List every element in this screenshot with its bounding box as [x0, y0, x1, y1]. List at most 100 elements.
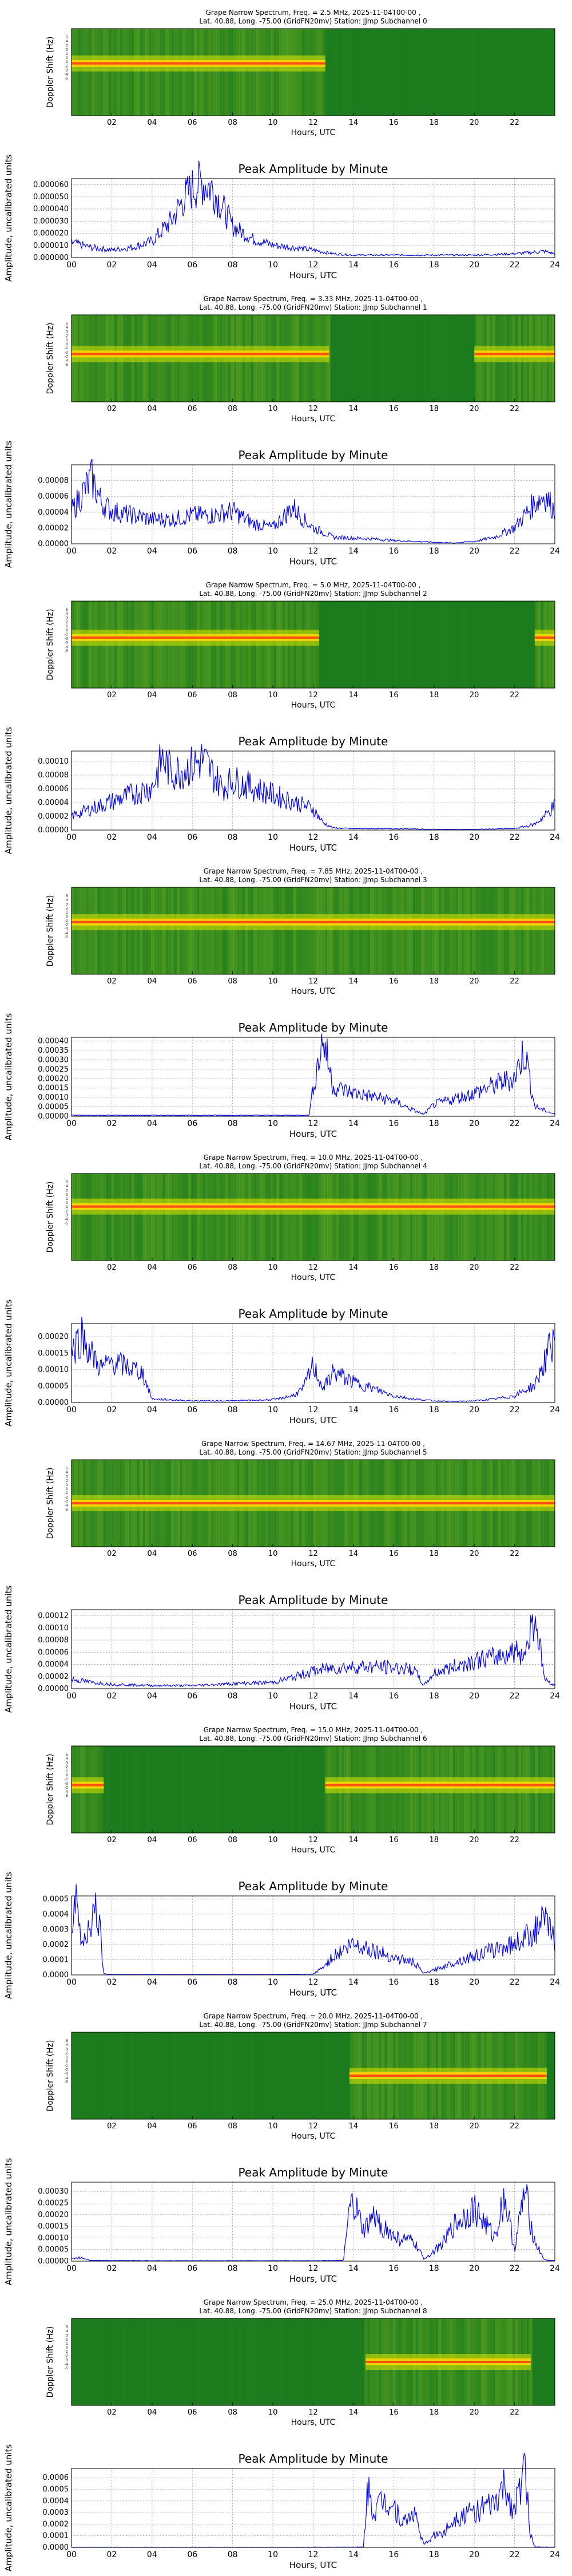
spectrogram-column [105, 2318, 109, 2405]
y-tick-label: 0.00000 [38, 1112, 69, 1121]
spectrogram-column [170, 1174, 174, 1261]
y-tick-label: 0.00030 [38, 2187, 69, 2196]
spectrogram-column [500, 1174, 505, 1261]
spectrogram-column [228, 1746, 231, 1833]
spectrogram-column [552, 2318, 555, 2405]
spectrogram-column [378, 315, 382, 402]
x-tick-label: 20 [469, 547, 479, 556]
y-tick-label: 0.00010 [38, 1624, 69, 1633]
spectrogram-column [455, 315, 459, 402]
spectrogram-column [333, 1174, 336, 1261]
spectrogram-field [72, 1174, 555, 1261]
y-tick-label: 0 [66, 342, 68, 346]
spectrogram-column [242, 887, 245, 974]
y-tick-label: 0.00000 [38, 826, 69, 835]
spectrogram-column [179, 2032, 183, 2119]
y-tick-label: 0.00030 [38, 1056, 69, 1064]
spectrogram-field [72, 887, 555, 974]
x-tick-label: 10 [268, 547, 278, 556]
x-tick-label: 08 [228, 691, 237, 700]
doppler-trace-core [72, 1502, 555, 1504]
spectrogram-column [251, 2318, 254, 2405]
spectrogram-column [94, 29, 98, 116]
spectrogram-column [256, 887, 260, 974]
spectrogram-column [535, 1174, 538, 1261]
spectrogram-column [185, 1174, 189, 1261]
spectrogram-column [125, 1174, 129, 1261]
spectrogram-column [106, 2032, 109, 2119]
spectrogram-column [137, 2032, 140, 2119]
spectrogram-column [344, 29, 348, 116]
y-tick-label: 0.0005 [43, 2486, 69, 2494]
spectrogram-column [256, 29, 260, 116]
spectrogram-column [94, 2318, 98, 2405]
x-tick-label: 08 [228, 2550, 238, 2559]
x-tick-label: 10 [268, 2264, 278, 2273]
y-axis-label: Amplitude, uncalibrated units [3, 1299, 14, 1427]
spectrogram-column [176, 887, 180, 974]
spectrogram-column [188, 1746, 192, 1833]
x-tick-label: 12 [308, 2122, 318, 2131]
spectrogram-column [299, 1174, 303, 1261]
y-tick-label: 3 [66, 1475, 68, 1479]
spectrogram-column [313, 887, 316, 974]
spectrogram-column [173, 2318, 177, 2405]
x-tick-label: 16 [389, 1263, 399, 1272]
spectrogram-column [125, 29, 129, 116]
spectrogram-column [378, 887, 382, 974]
amplitude-title: Peak Amplitude by Minute [239, 1307, 388, 1321]
spectrogram-column [452, 29, 456, 116]
amplitude-frame [71, 1609, 555, 1689]
spectrogram-column [438, 1174, 442, 1261]
spectrogram-column [111, 1174, 115, 1261]
spectrogram-column [526, 887, 530, 974]
x-tick-label: 10 [268, 405, 278, 413]
y-tick-label: 4 [66, 612, 68, 616]
y-tick-label: 0.00008 [38, 771, 69, 780]
spectrogram-column [523, 887, 527, 974]
spectrogram-column [281, 1174, 285, 1261]
spectrogram-column [216, 1746, 220, 1833]
x-axis-label: Hours, UTC [289, 270, 337, 280]
spectrogram-column [324, 1174, 328, 1261]
y-tick-label: -5 [65, 2366, 68, 2370]
spectrogram-column [216, 29, 220, 116]
spectrogram-column [190, 1174, 194, 1261]
x-tick-label: 24 [550, 547, 560, 556]
spectrogram-column [373, 315, 376, 402]
x-tick-label: 06 [187, 260, 197, 270]
spectrogram-column [472, 601, 476, 688]
amplitude-frame [71, 750, 555, 831]
spectrogram-column [233, 887, 237, 974]
x-tick-label: 20 [469, 1692, 479, 1701]
spectrogram-column [441, 601, 444, 688]
spectrogram-column [390, 29, 394, 116]
x-tick-label: 14 [349, 977, 359, 986]
spectrogram-column [125, 1746, 129, 1833]
spectrogram-column [273, 887, 277, 974]
spectrogram-column [225, 1174, 228, 1261]
spectrogram-column [222, 1174, 225, 1261]
spectrogram-column [466, 315, 470, 402]
spectrogram-column [344, 1174, 348, 1261]
y-tick-label: 0.00000 [38, 1685, 69, 1693]
x-tick-label: 12 [308, 1692, 319, 1701]
spectrogram-column [404, 315, 408, 402]
spectrogram-panel-7: Grape Narrow Spectrum, Freq. = 20.0 MHz,… [46, 2012, 555, 2141]
spectrogram-column [219, 1174, 223, 1261]
spectrogram-column [108, 2318, 112, 2405]
x-tick-label: 12 [308, 691, 318, 700]
x-axis-label: Hours, UTC [291, 1273, 336, 1282]
spectrogram-column [347, 29, 351, 116]
spectrogram-column [336, 1174, 339, 1261]
x-tick-label: 08 [228, 1405, 238, 1415]
x-axis-label: Hours, UTC [291, 2418, 336, 2427]
spectrogram-column [475, 1174, 479, 1261]
x-tick-label: 02 [107, 2408, 117, 2417]
spectrogram-column [262, 2032, 265, 2119]
y-axis-label: Amplitude, uncalibrated units [3, 1872, 14, 2000]
spectrogram-column [512, 1174, 515, 1261]
x-tick-label: 04 [148, 691, 157, 700]
spectrogram-column [193, 887, 197, 974]
spectrogram-column [347, 887, 351, 974]
